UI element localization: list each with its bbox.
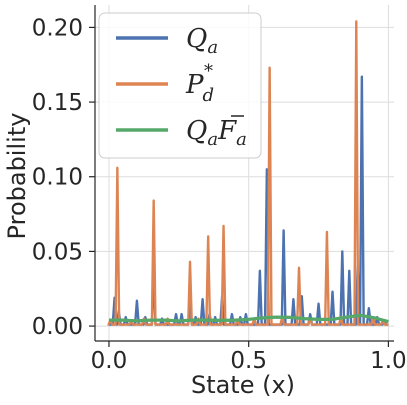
y-tick-label-4: 0.20 [32,15,83,41]
y-axis-title: Probability [3,113,31,240]
legend-label-pd: Pd* [185,61,214,106]
x-tick-label-2: 1.0 [370,348,407,374]
y-tick-label-0: 0.00 [32,314,83,340]
legend-box [98,12,262,159]
y-tick-label-2: 0.10 [32,165,83,191]
ticks: 0.00 0.05 0.10 0.15 0.20 0.0 0.5 1.0 [32,15,407,374]
legend: Qa Pd* QaFa [98,12,262,159]
x-tick-label-0: 0.0 [91,348,128,374]
axes [94,5,394,342]
y-tick-label-1: 0.05 [32,239,83,265]
series-layer [107,20,389,326]
x-axis-title: State (x) [191,371,295,399]
x-tick-label-1: 0.5 [230,348,267,374]
y-tick-label-3: 0.15 [32,90,83,116]
legend-label-qa: Qa [186,24,218,58]
series-line-qafa [108,313,389,324]
legend-label-qafa: QaFa [186,116,247,150]
